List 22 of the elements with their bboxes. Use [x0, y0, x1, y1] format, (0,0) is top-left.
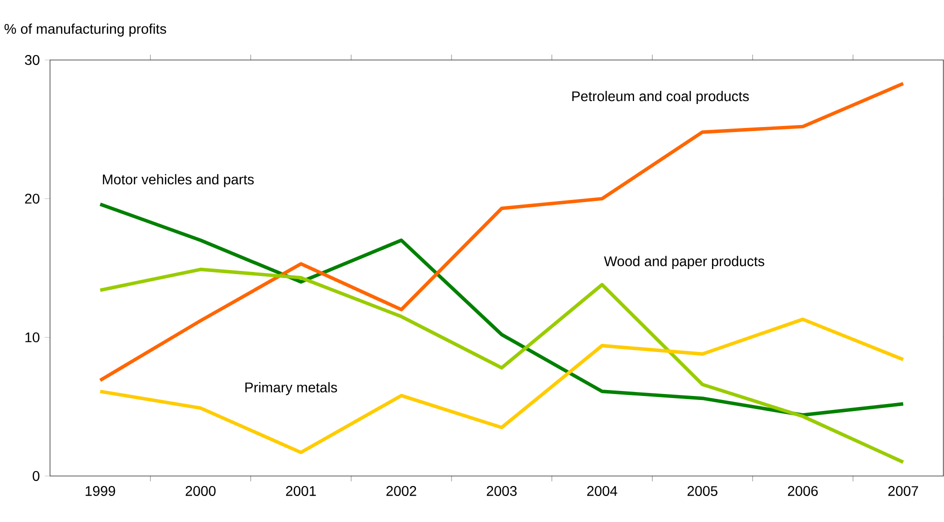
x-tick-label: 1999	[86, 486, 116, 496]
series-label: Wood and paper products	[604, 256, 764, 269]
series-label: Motor vehicles and parts	[102, 174, 254, 188]
y-axis-title: % of manufacturing profits	[4, 24, 166, 37]
x-tick-label: 2006	[788, 486, 818, 496]
y-tick-label: 20	[25, 194, 40, 204]
y-tick-label: 0	[32, 471, 40, 481]
x-tick-label: 2005	[688, 486, 718, 496]
x-tick-label: 2002	[386, 486, 416, 496]
x-tick-label: 2003	[486, 486, 517, 496]
line-series	[98, 318, 905, 454]
line-series	[98, 268, 905, 464]
series-label: Petroleum and coal products	[572, 90, 749, 104]
line-series	[98, 82, 905, 382]
x-tick-label: 2001	[286, 486, 316, 496]
line-series	[98, 202, 905, 417]
text: Primary metals	[245, 382, 338, 396]
y-tick-label: 10	[25, 332, 40, 342]
y-tick-label: 30	[24, 55, 40, 65]
x-tick-label: 2004	[587, 486, 618, 496]
x-tick-label: 2000	[186, 486, 216, 496]
x-tick-label: 2007	[888, 486, 918, 496]
